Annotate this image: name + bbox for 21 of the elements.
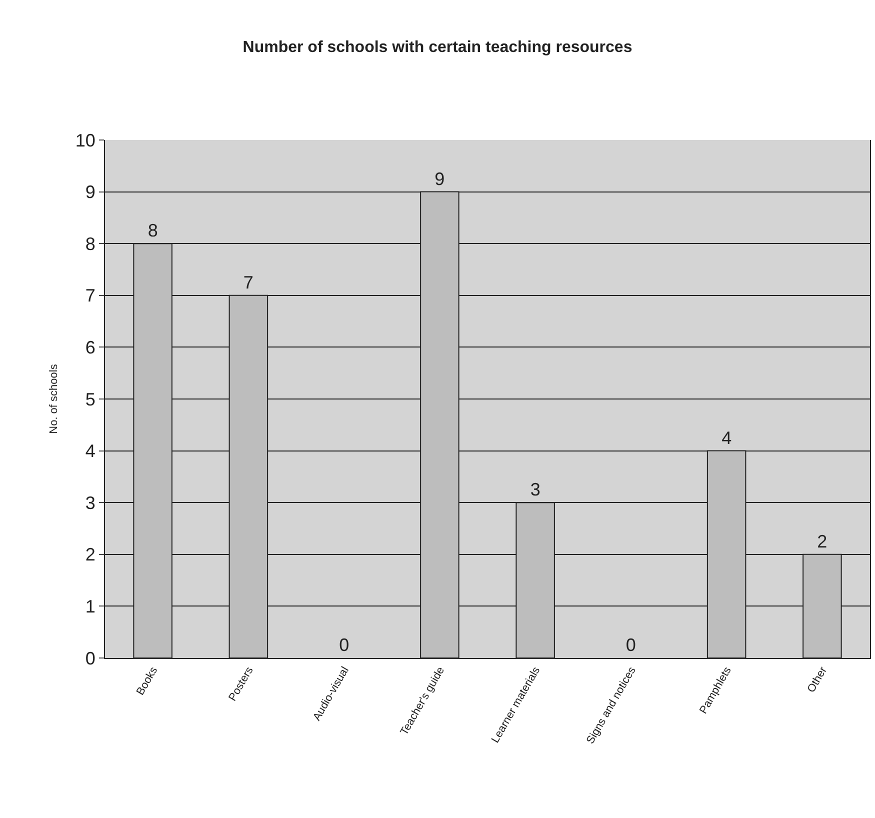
y-tick-label: 4: [85, 441, 96, 462]
y-tick-label: 1: [85, 596, 96, 616]
data-label: 3: [530, 480, 540, 500]
y-tick-label: 3: [85, 492, 96, 513]
y-tick-label: 5: [85, 389, 96, 410]
data-label: 2: [817, 531, 828, 552]
data-label: 9: [434, 168, 445, 189]
y-tick-label: 7: [85, 286, 96, 306]
y-tick-label: 8: [85, 234, 96, 254]
y-tick-label: 6: [85, 338, 96, 358]
chart-title: Number of schools with certain teaching resources: [242, 39, 632, 56]
data-label: 0: [339, 635, 350, 655]
data-label: 4: [722, 428, 732, 448]
data-label: 0: [626, 635, 636, 655]
data-label: 8: [148, 220, 158, 241]
y-tick-label: 0: [85, 648, 96, 668]
y-tick-label: 10: [75, 130, 96, 150]
y-tick-label: 9: [85, 182, 96, 202]
data-label: 7: [243, 272, 254, 292]
y-tick-label: 2: [85, 544, 96, 565]
y-axis-title: No. of schools: [48, 364, 60, 434]
